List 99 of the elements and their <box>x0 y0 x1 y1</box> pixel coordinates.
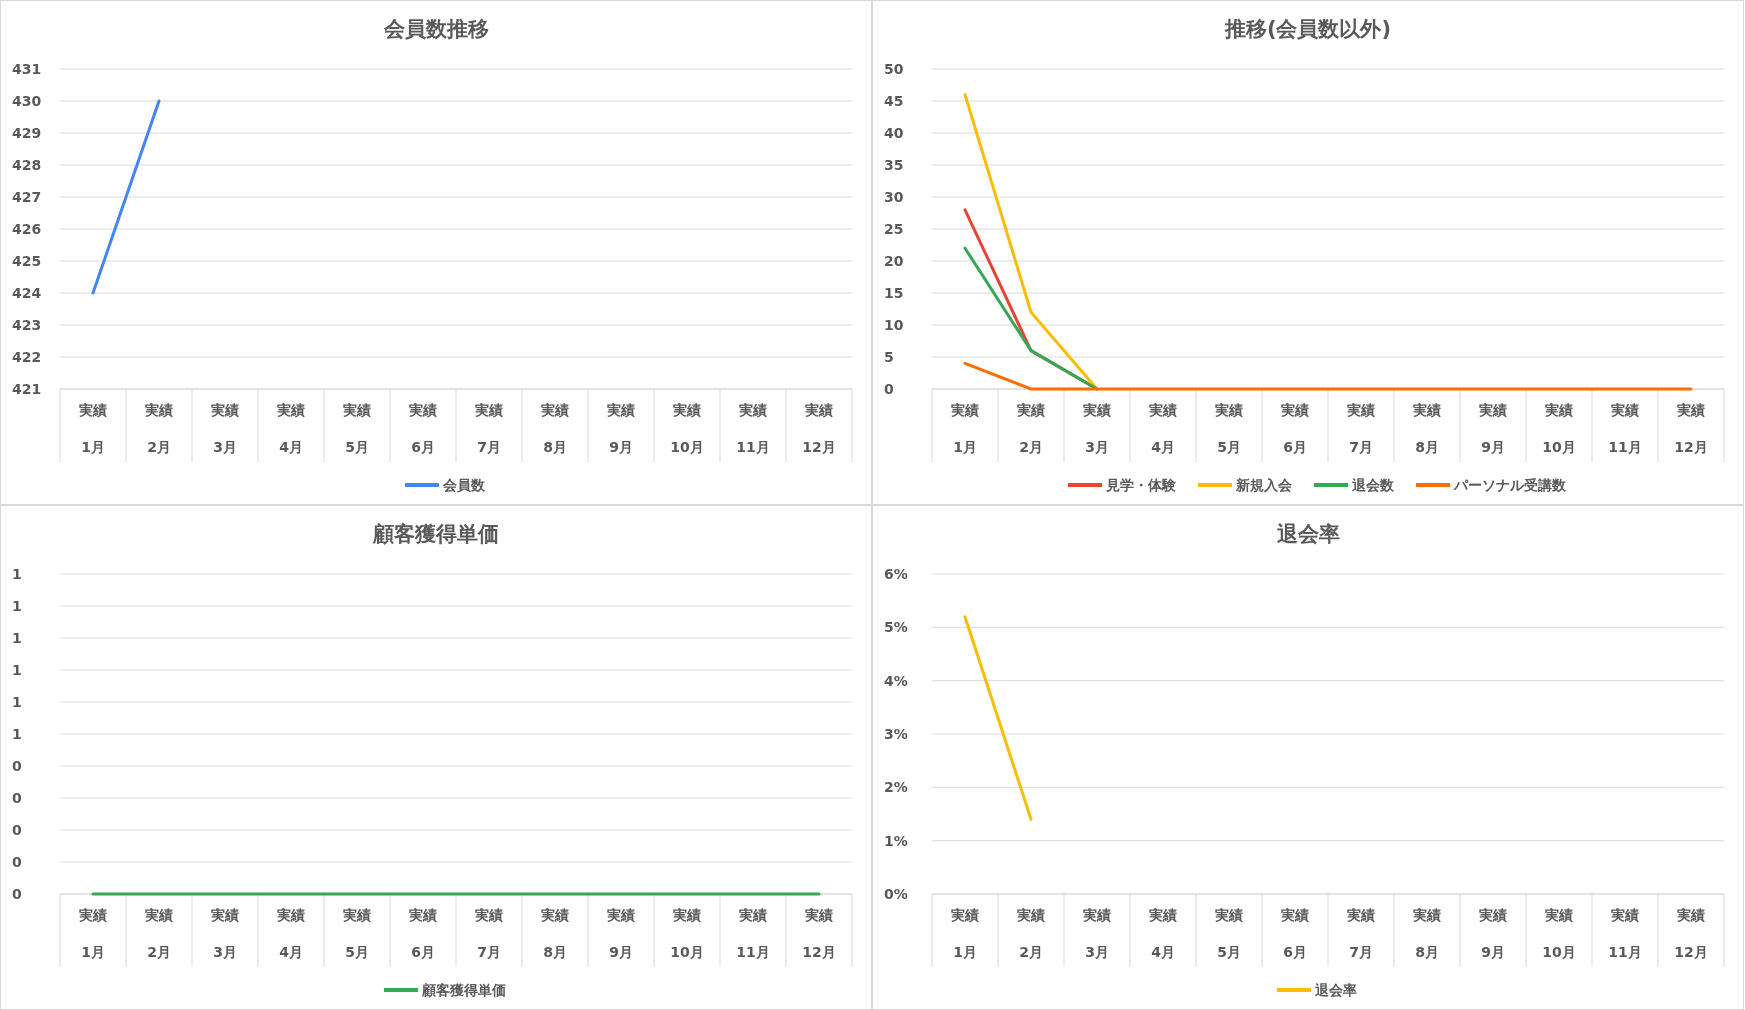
category-label: 実績 9月 <box>607 907 635 960</box>
legend-label: 見学・体験 <box>1105 476 1177 493</box>
y-tick-label: 428 <box>12 156 42 173</box>
legend-label: パーソナル受講数 <box>1453 476 1567 493</box>
category-label: 実績 4月 <box>1149 907 1177 960</box>
category-label: 実績 10月 <box>670 402 704 455</box>
y-tick-label: 0 <box>884 380 894 397</box>
category-label: 実績 7月 <box>1347 907 1375 960</box>
y-tick-label: 0 <box>12 789 22 806</box>
y-tick-label: 5 <box>884 348 894 365</box>
legend-label: 新規入会 <box>1235 476 1293 493</box>
y-tick-label: 425 <box>12 252 42 269</box>
y-tick-label: 423 <box>12 316 42 333</box>
y-tick-label: 431 <box>12 60 42 77</box>
y-tick-label: 20 <box>884 252 904 269</box>
category-label: 実績 11月 <box>1608 907 1642 960</box>
category-label: 実績 11月 <box>736 907 770 960</box>
y-tick-label: 45 <box>884 92 904 109</box>
category-label: 実績 4月 <box>277 907 305 960</box>
legend-label: 顧客獲得単価 <box>421 981 506 998</box>
y-tick-label: 30 <box>884 188 904 205</box>
chart-title: 退会率 <box>1275 522 1340 546</box>
category-label: 実績 2月 <box>145 907 173 960</box>
y-tick-label: 422 <box>12 348 42 365</box>
y-tick-label: 1 <box>12 629 22 646</box>
category-label: 実績 3月 <box>211 402 239 455</box>
category-label: 実績 4月 <box>277 402 305 455</box>
chart-title: 推移(会員数以外) <box>1223 17 1392 41</box>
category-label: 実績 1月 <box>79 907 107 960</box>
category-label: 実績 8月 <box>541 402 569 455</box>
y-tick-label: 0 <box>12 757 22 774</box>
y-tick-label: 6% <box>884 565 908 582</box>
category-label: 実績 12月 <box>1674 402 1708 455</box>
category-label: 実績 5月 <box>343 402 371 455</box>
category-label: 実績 1月 <box>951 402 979 455</box>
chart-title: 会員数推移 <box>382 17 489 41</box>
category-label: 実績 10月 <box>1542 402 1576 455</box>
y-tick-label: 0 <box>12 821 22 838</box>
category-label: 実績 6月 <box>409 907 437 960</box>
category-label: 実績 5月 <box>1215 907 1243 960</box>
category-label: 実績 2月 <box>1017 402 1045 455</box>
category-label: 実績 4月 <box>1149 402 1177 455</box>
y-tick-label: 0 <box>12 885 22 902</box>
y-tick-label: 35 <box>884 156 904 173</box>
legend-label: 退会数 <box>1351 476 1395 493</box>
category-label: 実績 9月 <box>1479 907 1507 960</box>
category-label: 実績 8月 <box>1413 907 1441 960</box>
category-label: 実績 10月 <box>670 907 704 960</box>
category-label: 実績 6月 <box>1281 402 1309 455</box>
y-tick-label: 0 <box>12 853 22 870</box>
category-label: 実績 7月 <box>1347 402 1375 455</box>
category-label: 実績 7月 <box>475 402 503 455</box>
category-label: 実績 5月 <box>343 907 371 960</box>
y-tick-label: 0% <box>884 885 908 902</box>
category-label: 実績 2月 <box>145 402 173 455</box>
y-tick-label: 424 <box>12 284 42 301</box>
category-label: 実績 7月 <box>475 907 503 960</box>
y-tick-label: 421 <box>12 380 42 397</box>
y-tick-label: 1 <box>12 661 22 678</box>
y-tick-label: 10 <box>884 316 904 333</box>
category-label: 実績 3月 <box>1083 402 1111 455</box>
category-label: 実績 8月 <box>1413 402 1441 455</box>
y-tick-label: 1 <box>12 597 22 614</box>
category-label: 実績 12月 <box>802 402 836 455</box>
category-label: 実績 8月 <box>541 907 569 960</box>
category-label: 実績 11月 <box>736 402 770 455</box>
y-tick-label: 1% <box>884 832 908 849</box>
category-label: 実績 12月 <box>802 907 836 960</box>
legend-label: 会員数 <box>442 476 486 493</box>
y-tick-label: 25 <box>884 220 904 237</box>
category-label: 実績 3月 <box>1083 907 1111 960</box>
category-label: 実績 3月 <box>211 907 239 960</box>
y-tick-label: 426 <box>12 220 42 237</box>
y-tick-label: 4% <box>884 672 908 689</box>
y-tick-label: 427 <box>12 188 42 205</box>
category-label: 実績 1月 <box>951 907 979 960</box>
y-tick-label: 429 <box>12 124 42 141</box>
category-label: 実績 6月 <box>1281 907 1309 960</box>
category-label: 実績 9月 <box>607 402 635 455</box>
y-tick-label: 50 <box>884 60 904 77</box>
category-label: 実績 12月 <box>1674 907 1708 960</box>
category-label: 実績 1月 <box>79 402 107 455</box>
category-label: 実績 9月 <box>1479 402 1507 455</box>
category-label: 実績 6月 <box>409 402 437 455</box>
y-tick-label: 5% <box>884 619 908 636</box>
category-label: 実績 10月 <box>1542 907 1576 960</box>
category-label: 実績 5月 <box>1215 402 1243 455</box>
y-tick-label: 1 <box>12 565 22 582</box>
y-tick-label: 3% <box>884 725 908 742</box>
category-label: 実績 2月 <box>1017 907 1045 960</box>
y-tick-label: 2% <box>884 779 908 796</box>
y-tick-label: 430 <box>12 92 42 109</box>
y-tick-label: 1 <box>12 725 22 742</box>
category-label: 実績 11月 <box>1608 402 1642 455</box>
y-tick-label: 15 <box>884 284 904 301</box>
chart-title: 顧客獲得単価 <box>372 522 499 546</box>
y-tick-label: 40 <box>884 124 904 141</box>
legend-label: 退会率 <box>1314 981 1357 998</box>
y-tick-label: 1 <box>12 693 22 710</box>
